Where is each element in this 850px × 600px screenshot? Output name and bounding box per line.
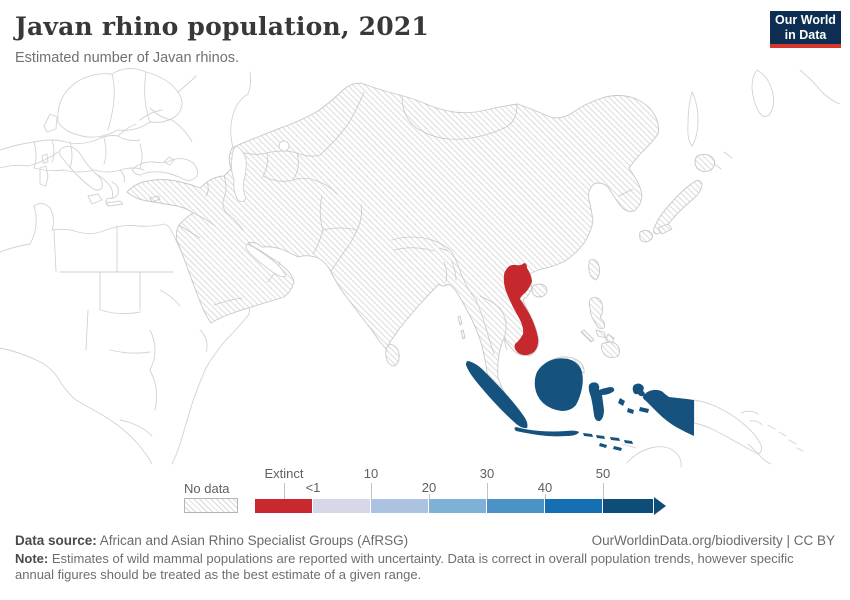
legend-arrow [654,497,666,515]
footnote: Note: Estimates of wild mammal populatio… [15,551,815,583]
sulawesi[interactable] [588,382,615,422]
legend-tick [284,483,285,499]
legend-bar [255,497,666,515]
water-bodies [230,140,290,278]
west-papua[interactable] [642,389,694,436]
legend-segment[interactable] [371,499,428,513]
kalimantan[interactable] [534,358,583,411]
sumatra[interactable] [466,361,528,429]
legend-tick-label: 30 [479,466,495,481]
no-data-swatch[interactable] [184,498,238,513]
aral-sea [278,140,290,152]
no-data-label: No data [184,481,230,496]
data-source-text: African and Asian Rhino Specialist Group… [96,533,409,548]
page-title: Javan rhino population, 2021 [15,12,430,41]
halmahera[interactable] [632,383,645,397]
chart-header: Javan rhino population, 2021 Estimated n… [15,12,760,66]
owid-link[interactable]: OurWorldinData.org/biodiversity | CC BY [591,533,835,548]
legend-segment[interactable] [545,499,602,513]
legend-tick [487,483,488,499]
legend-tick [545,494,546,499]
legend-tick-label: 50 [595,466,611,481]
japan-islands [694,153,716,173]
asia-internal-borders [178,91,634,355]
legend-segment[interactable] [313,499,370,513]
legend-tick-label: 10 [363,466,379,481]
footer: Data source: African and Asian Rhino Spe… [15,533,835,548]
data-source-line: Data source: African and Asian Rhino Spe… [15,533,408,548]
legend-segment[interactable] [429,499,486,513]
philippines-islands [588,297,605,329]
legend-tick-label: <1 [305,480,321,495]
persian-gulf [245,243,287,278]
legend-tick-label: 20 [421,480,437,495]
legend-segment[interactable] [255,499,312,513]
legend-segment[interactable] [487,499,544,513]
owid-logo-line2: in Data [784,27,827,42]
vietnam-region[interactable] [503,263,539,356]
legend-tick-label: 40 [537,480,553,495]
note-text: Estimates of wild mammal populations are… [15,551,794,582]
legend-tick [603,483,604,499]
legend-tick [429,494,430,499]
legend-tick [371,483,372,499]
note-label: Note: [15,551,49,566]
legend-tick-label: Extinct [264,466,304,481]
java[interactable] [514,427,580,437]
indonesia-region[interactable] [466,358,694,451]
no-data-asia-region [126,82,716,396]
caspian-sea [230,145,247,203]
data-source-label: Data source: [15,533,97,548]
owid-logo-line1: Our World [775,12,836,27]
legend-segment[interactable] [603,499,653,513]
page-subtitle: Estimated number of Javan rhinos. [15,50,240,66]
owid-logo[interactable]: Our World in Data [770,11,841,48]
